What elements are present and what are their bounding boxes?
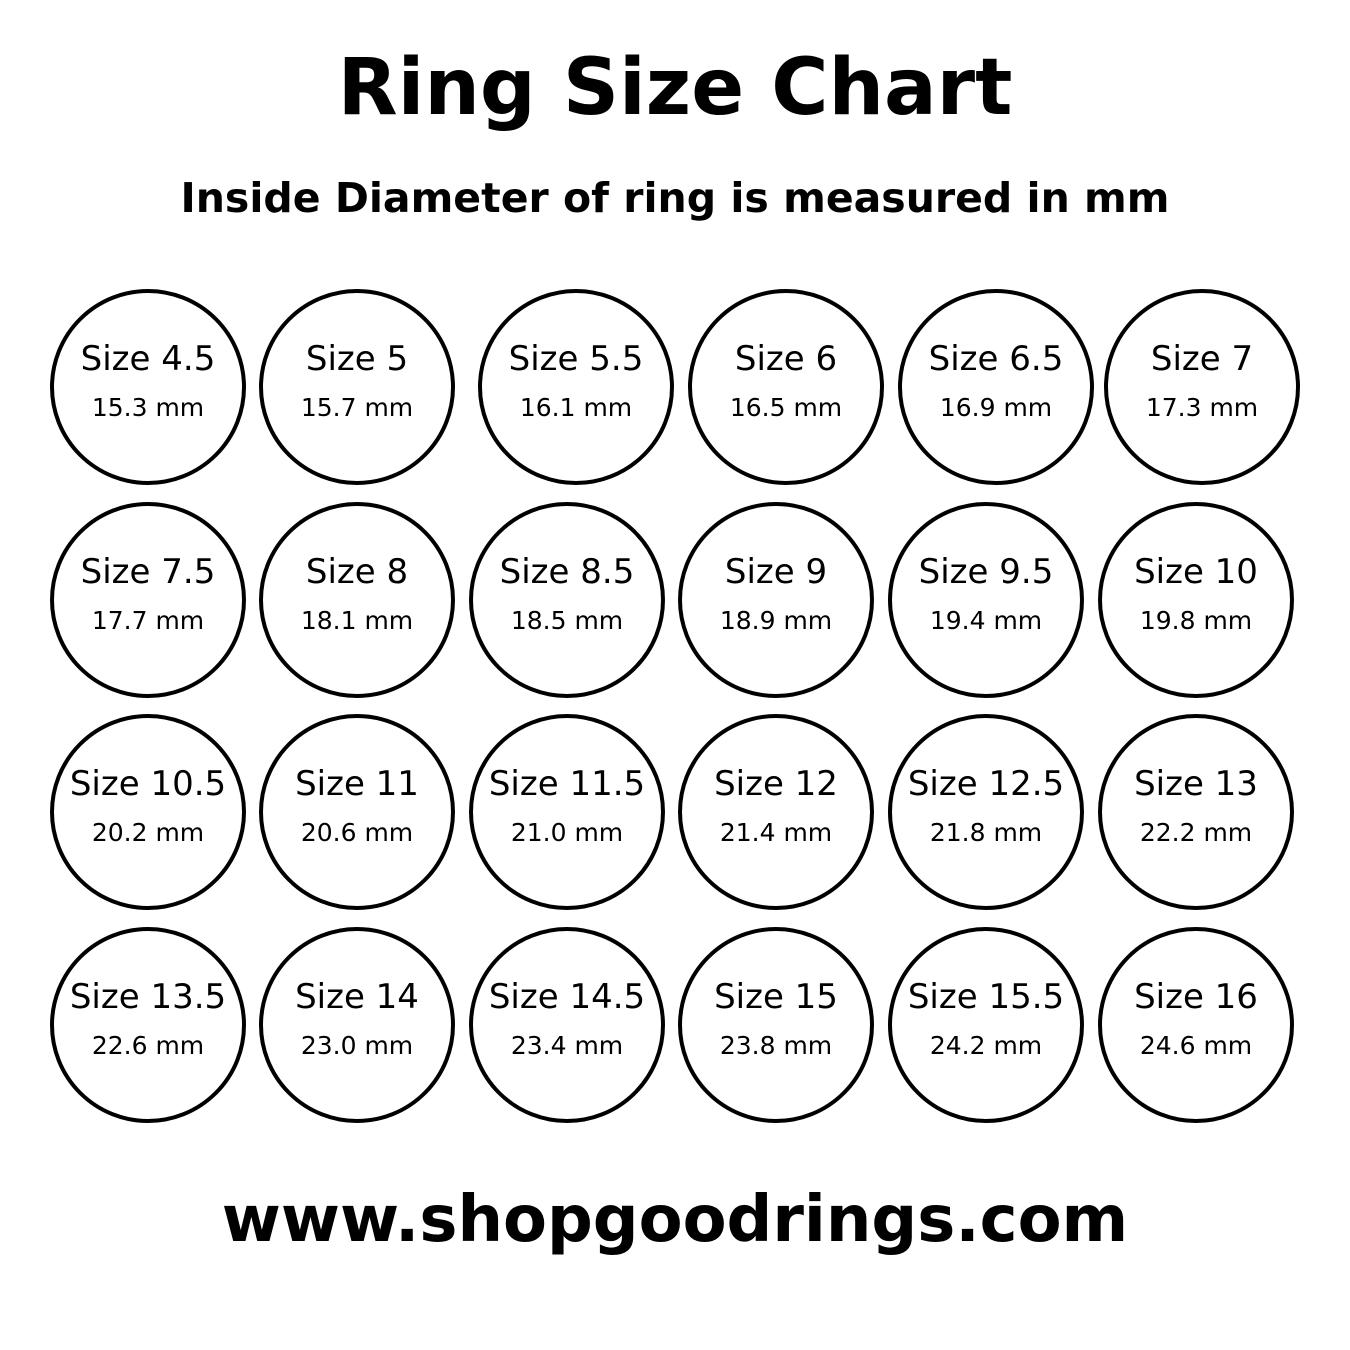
ring-size-circle: Size 8 18.1 mm <box>259 502 455 698</box>
ring-size-circle: Size 7.5 17.7 mm <box>50 502 246 698</box>
ring-diameter-label: 16.9 mm <box>939 393 1053 422</box>
ring-size-label: Size 16 <box>1134 977 1258 1017</box>
ring-diameter-label: 23.4 mm <box>510 1031 624 1060</box>
ring-diameter-label: 17.7 mm <box>91 606 205 635</box>
ring-size-label: Size 14 <box>295 977 419 1017</box>
ring-diameter-label: 23.0 mm <box>300 1031 414 1060</box>
ring-size-circle: Size 12 21.4 mm <box>678 714 874 910</box>
ring-size-circle: Size 14 23.0 mm <box>259 927 455 1123</box>
ring-diameter-label: 17.3 mm <box>1145 393 1259 422</box>
ring-size-label: Size 11 <box>295 764 419 804</box>
ring-size-label: Size 10.5 <box>69 764 227 804</box>
ring-size-label: Size 7.5 <box>80 552 216 592</box>
ring-size-label: Size 5 <box>305 339 409 379</box>
ring-size-circle: Size 9.5 19.4 mm <box>888 502 1084 698</box>
ring-size-label: Size 7 <box>1150 339 1254 379</box>
ring-size-circle: Size 13 22.2 mm <box>1098 714 1294 910</box>
ring-size-circle: Size 7 17.3 mm <box>1104 289 1300 485</box>
ring-size-label: Size 15.5 <box>907 977 1065 1017</box>
ring-size-circle: Size 6.5 16.9 mm <box>898 289 1094 485</box>
page-subtitle: Inside Diameter of ring is measured in m… <box>180 174 1170 222</box>
ring-diameter-label: 21.8 mm <box>929 818 1043 847</box>
ring-size-label: Size 13.5 <box>69 977 227 1017</box>
ring-diameter-label: 18.5 mm <box>510 606 624 635</box>
ring-size-circle: Size 15.5 24.2 mm <box>888 927 1084 1123</box>
ring-size-circle: Size 11 20.6 mm <box>259 714 455 910</box>
ring-diameter-label: 23.8 mm <box>719 1031 833 1060</box>
ring-size-circle: Size 11.5 21.0 mm <box>469 714 665 910</box>
ring-size-label: Size 8 <box>305 552 409 592</box>
ring-diameter-label: 19.8 mm <box>1139 606 1253 635</box>
ring-diameter-label: 24.6 mm <box>1139 1031 1253 1060</box>
ring-size-circle: Size 10.5 20.2 mm <box>50 714 246 910</box>
ring-diameter-label: 16.1 mm <box>519 393 633 422</box>
ring-size-circle: Size 8.5 18.5 mm <box>469 502 665 698</box>
ring-size-label: Size 5.5 <box>508 339 644 379</box>
ring-size-circle: Size 16 24.6 mm <box>1098 927 1294 1123</box>
ring-size-label: Size 9 <box>724 552 828 592</box>
ring-diameter-label: 19.4 mm <box>929 606 1043 635</box>
ring-size-label: Size 6.5 <box>928 339 1064 379</box>
ring-size-label: Size 13 <box>1134 764 1258 804</box>
ring-size-label: Size 4.5 <box>80 339 216 379</box>
ring-diameter-label: 15.7 mm <box>300 393 414 422</box>
ring-size-circle: Size 9 18.9 mm <box>678 502 874 698</box>
page-title: Ring Size Chart <box>337 43 1013 133</box>
ring-size-label: Size 6 <box>734 339 838 379</box>
ring-diameter-label: 15.3 mm <box>91 393 205 422</box>
ring-size-circle: Size 15 23.8 mm <box>678 927 874 1123</box>
ring-size-circle: Size 10 19.8 mm <box>1098 502 1294 698</box>
ring-size-circle: Size 12.5 21.8 mm <box>888 714 1084 910</box>
ring-diameter-label: 20.2 mm <box>91 818 205 847</box>
ring-size-label: Size 14.5 <box>488 977 646 1017</box>
footer-url: www.shopgoodrings.com <box>221 1183 1129 1257</box>
ring-size-label: Size 12 <box>714 764 838 804</box>
ring-diameter-label: 24.2 mm <box>929 1031 1043 1060</box>
ring-size-circle: Size 5 15.7 mm <box>259 289 455 485</box>
ring-size-label: Size 8.5 <box>499 552 635 592</box>
ring-diameter-label: 18.1 mm <box>300 606 414 635</box>
ring-diameter-label: 22.6 mm <box>91 1031 205 1060</box>
ring-diameter-label: 22.2 mm <box>1139 818 1253 847</box>
ring-size-circle: Size 6 16.5 mm <box>688 289 884 485</box>
ring-size-label: Size 11.5 <box>488 764 646 804</box>
ring-size-circle: Size 13.5 22.6 mm <box>50 927 246 1123</box>
ring-size-circle: Size 5.5 16.1 mm <box>478 289 674 485</box>
ring-size-circle: Size 14.5 23.4 mm <box>469 927 665 1123</box>
ring-size-label: Size 10 <box>1134 552 1258 592</box>
ring-size-label: Size 15 <box>714 977 838 1017</box>
ring-diameter-label: 20.6 mm <box>300 818 414 847</box>
ring-diameter-label: 21.4 mm <box>719 818 833 847</box>
ring-diameter-label: 16.5 mm <box>729 393 843 422</box>
ring-size-label: Size 9.5 <box>918 552 1054 592</box>
ring-size-label: Size 12.5 <box>907 764 1065 804</box>
ring-diameter-label: 18.9 mm <box>719 606 833 635</box>
ring-size-circle: Size 4.5 15.3 mm <box>50 289 246 485</box>
ring-diameter-label: 21.0 mm <box>510 818 624 847</box>
